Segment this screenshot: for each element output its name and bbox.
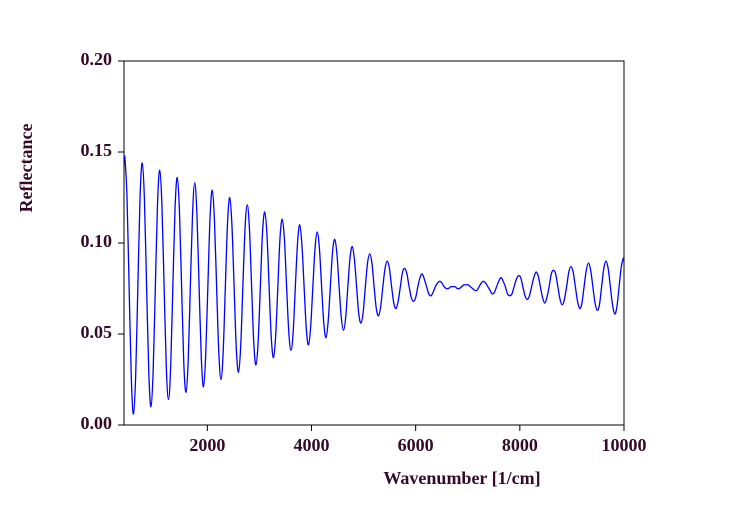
y-tick-label: 0.05 — [81, 322, 113, 342]
y-tick-label: 0.10 — [81, 231, 113, 251]
x-tick-label: 8000 — [502, 435, 538, 455]
y-tick-label: 0.00 — [81, 413, 113, 433]
x-axis-label: Wavenumber [1/cm] — [383, 468, 540, 488]
data-line — [124, 155, 625, 415]
x-tick-label: 4000 — [294, 435, 330, 455]
y-axis-label: Reflectance — [16, 124, 36, 213]
x-tick-label: 2000 — [189, 435, 225, 455]
y-tick-label: 0.20 — [81, 49, 113, 69]
plot-frame — [123, 60, 625, 426]
x-tick-label: 6000 — [398, 435, 434, 455]
x-tick-label: 10000 — [602, 435, 647, 455]
y-tick-label: 0.15 — [81, 140, 113, 160]
